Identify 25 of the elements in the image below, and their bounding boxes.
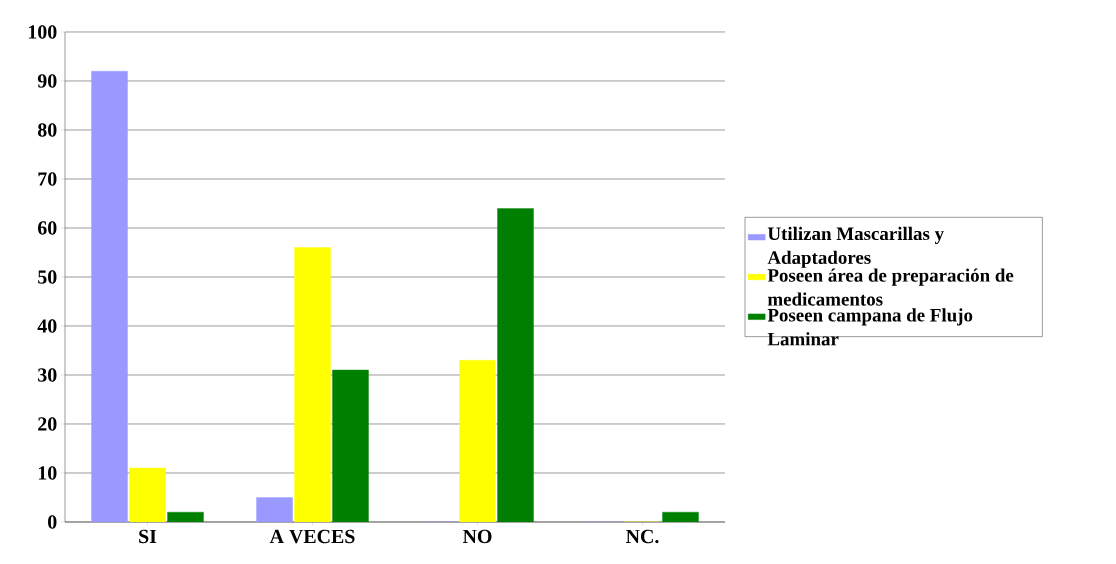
y-tick-label: 50 — [38, 270, 57, 284]
bar — [332, 369, 369, 522]
y-tick-label: 40 — [37, 319, 57, 333]
y-tick-label: 0 — [48, 515, 57, 529]
bar — [459, 360, 496, 522]
bar — [294, 247, 331, 522]
bar — [662, 511, 699, 522]
bar — [497, 208, 534, 522]
bar — [167, 511, 204, 522]
x-tick-label: NC. — [626, 529, 659, 544]
x-tick-label: A VECES — [269, 529, 355, 544]
legend-label: Poseen área de preparación de medicamentos — [767, 268, 1014, 306]
y-tick-label: 60 — [38, 221, 57, 235]
y-tick-label: 70 — [38, 172, 57, 186]
x-tick-label: NO — [462, 529, 492, 544]
y-tick-label: 90 — [37, 74, 57, 88]
y-tick-label: 10 — [38, 466, 57, 480]
y-tick-label: 100 — [28, 25, 57, 39]
legend-label: Poseen campana de Flujo Laminar — [767, 308, 973, 346]
y-tick-label: 30 — [38, 368, 57, 382]
bar — [129, 467, 166, 522]
legend-label: Utilizan Mascarillas y Adaptadores — [767, 226, 944, 268]
y-tick-label: 20 — [38, 417, 57, 431]
y-tick-label: 80 — [37, 123, 57, 137]
x-tick-label: SI — [139, 529, 157, 544]
